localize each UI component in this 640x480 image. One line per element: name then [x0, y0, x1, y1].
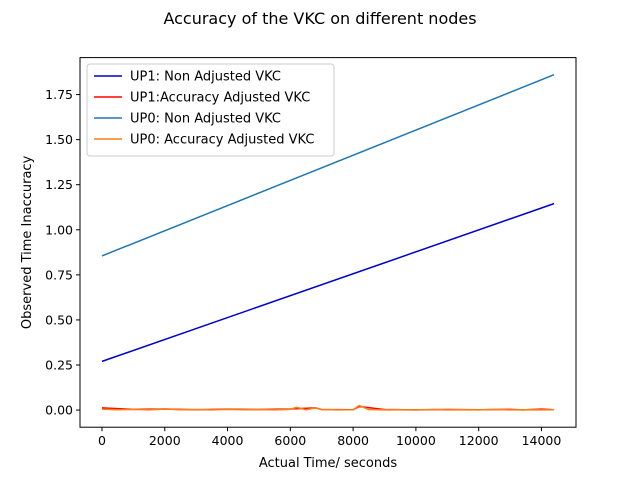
legend-box: [86, 63, 335, 157]
y-tick-label: 1.25: [45, 177, 73, 192]
x-axis-ticks: 0 2000 4000 6000 8000 10000 12000 14000: [98, 427, 561, 448]
x-tick-label: 4000: [212, 433, 244, 448]
x-tick-label: 2000: [149, 433, 181, 448]
x-tick-label: 6000: [274, 433, 306, 448]
y-tick-label: 0.75: [45, 267, 73, 282]
legend-label-1: UP1:Accuracy Adjusted VKC: [130, 91, 310, 106]
y-tick-label: 0.50: [45, 312, 73, 327]
x-tick-label: 14000: [522, 433, 562, 448]
y-axis-label: Observed Time Inaccuracy: [20, 155, 35, 329]
series-line-3: [101, 404, 555, 411]
x-tick-label: 0: [98, 433, 106, 448]
y-tick-label: 1.00: [45, 222, 73, 237]
x-axis-label: Actual Time/ seconds: [259, 456, 398, 471]
y-tick-label: 0.25: [45, 357, 73, 372]
axes-frame: [79, 57, 577, 428]
y-tick-label: 0.00: [45, 403, 73, 418]
legend-label-2: UP0: Non Adjusted VKC: [130, 112, 281, 127]
x-tick-label: 12000: [459, 433, 499, 448]
x-tick-label: 10000: [396, 433, 436, 448]
y-tick-label: 1.75: [45, 87, 73, 102]
y-tick-label: 1.50: [45, 132, 73, 147]
legend: UP1: Non Adjusted VKC UP1:Accuracy Adjust…: [86, 63, 335, 157]
y-axis-ticks: 0.00 0.25 0.50 0.75 1.00 1.25 1.50 1.75: [45, 87, 80, 418]
legend-label-3: UP0: Accuracy Adjusted VKC: [130, 133, 314, 148]
x-tick-label: 8000: [337, 433, 369, 448]
legend-label-0: UP1: Non Adjusted VKC: [130, 70, 281, 85]
series-line-0: [101, 202, 555, 363]
plot-area: [101, 74, 555, 411]
series-line-2: [101, 74, 555, 257]
chart-title: Accuracy of the VKC on different nodes: [163, 9, 476, 28]
